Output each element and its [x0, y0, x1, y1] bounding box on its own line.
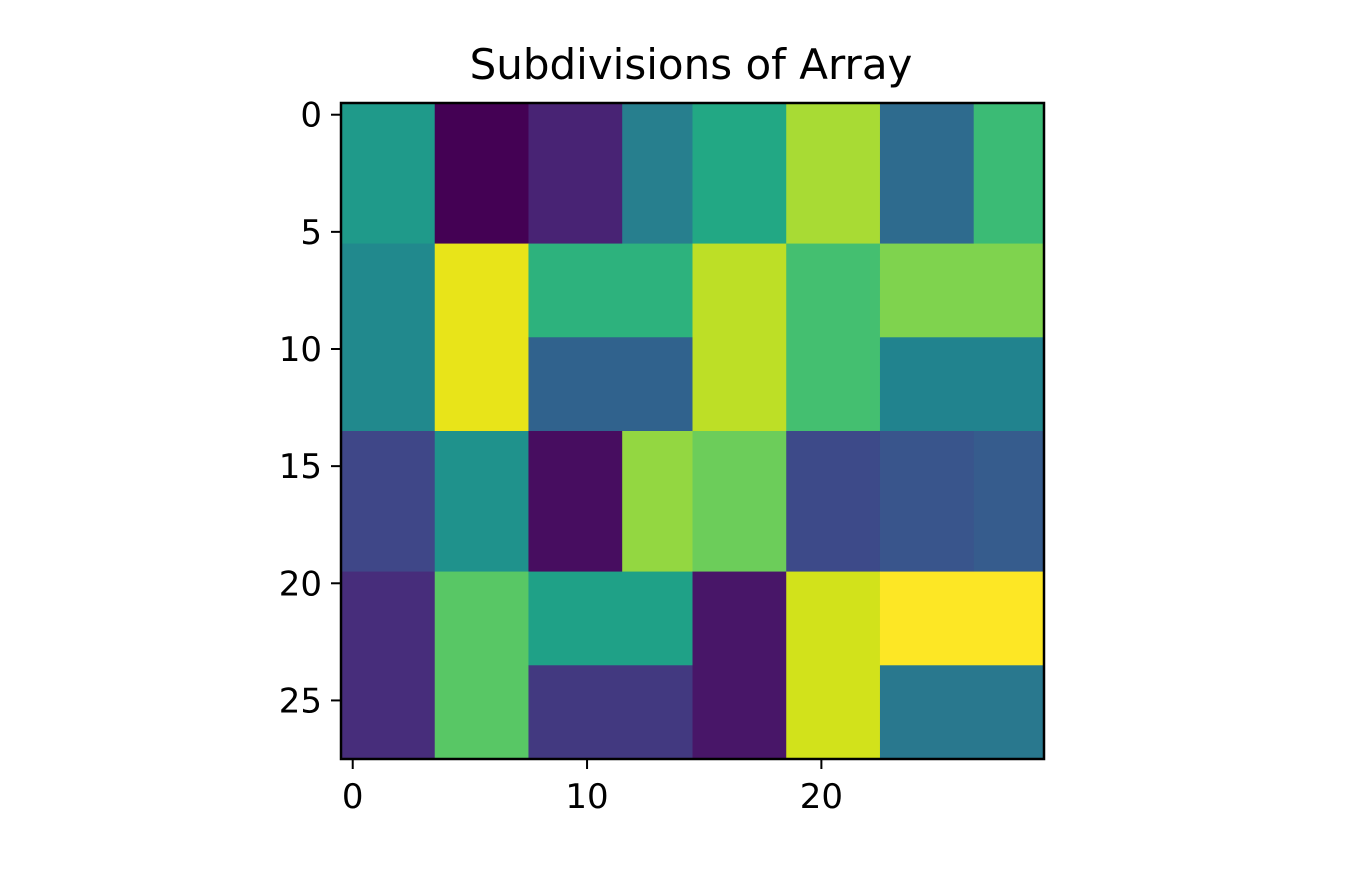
- heatmap-cell-28: [692, 571, 787, 760]
- heatmap-cell-21: [786, 431, 881, 573]
- x-tick-label-0: 0: [342, 777, 364, 817]
- axes: 0 10 20 0 5 10 15 20 25: [279, 96, 1046, 817]
- heatmap-cell-27: [528, 665, 694, 760]
- heatmap-cell-7: [973, 103, 1045, 245]
- heatmap-cell-22: [879, 431, 975, 573]
- x-tick-label-1: 10: [565, 777, 608, 817]
- y-tick-label-5: 25: [279, 681, 322, 721]
- heatmap-cell-25: [434, 571, 530, 760]
- heatmap-cell-4: [692, 103, 787, 245]
- chart-title: Subdivisions of Array: [470, 40, 913, 89]
- heatmap-cell-18: [528, 431, 623, 573]
- y-tick-label-2: 10: [279, 330, 322, 370]
- heatmap-cell-8: [341, 243, 436, 432]
- heatmap-cell-1: [434, 103, 530, 245]
- heatmap-cell-29: [786, 571, 881, 760]
- y-tick-label-3: 15: [279, 447, 322, 487]
- heatmap-cell-24: [341, 571, 436, 760]
- y-tick-label-0: 0: [300, 96, 322, 136]
- y-tick-label-1: 5: [300, 213, 322, 253]
- heatmap-cell-20: [692, 431, 787, 573]
- heatmap-cell-30: [879, 571, 1045, 666]
- heatmap-cell-9: [434, 243, 530, 432]
- heatmap-cells: [341, 103, 1045, 760]
- heatmap-cell-19: [622, 431, 694, 573]
- heatmap-cell-14: [879, 243, 1045, 338]
- heatmap-cell-0: [341, 103, 436, 245]
- y-tick-label-4: 20: [279, 564, 322, 604]
- heatmap-cell-10: [528, 243, 694, 338]
- heatmap-cell-17: [434, 431, 530, 573]
- heatmap-cell-5: [786, 103, 881, 245]
- plot-frame: [339, 101, 1046, 761]
- heatmap-cell-15: [879, 337, 1045, 432]
- heatmap-cell-13: [786, 243, 881, 432]
- heatmap-cell-3: [622, 103, 694, 245]
- heatmap-cell-16: [341, 431, 436, 573]
- heatmap-cell-26: [528, 571, 694, 666]
- heatmap-cell-12: [692, 243, 787, 432]
- x-tick-label-2: 20: [800, 777, 843, 817]
- heatmap-cell-2: [528, 103, 623, 245]
- heatmap-cell-6: [879, 103, 975, 245]
- heatmap-cell-11: [528, 337, 694, 432]
- heatmap-cell-23: [973, 431, 1045, 573]
- heatmap-cell-31: [879, 665, 1045, 760]
